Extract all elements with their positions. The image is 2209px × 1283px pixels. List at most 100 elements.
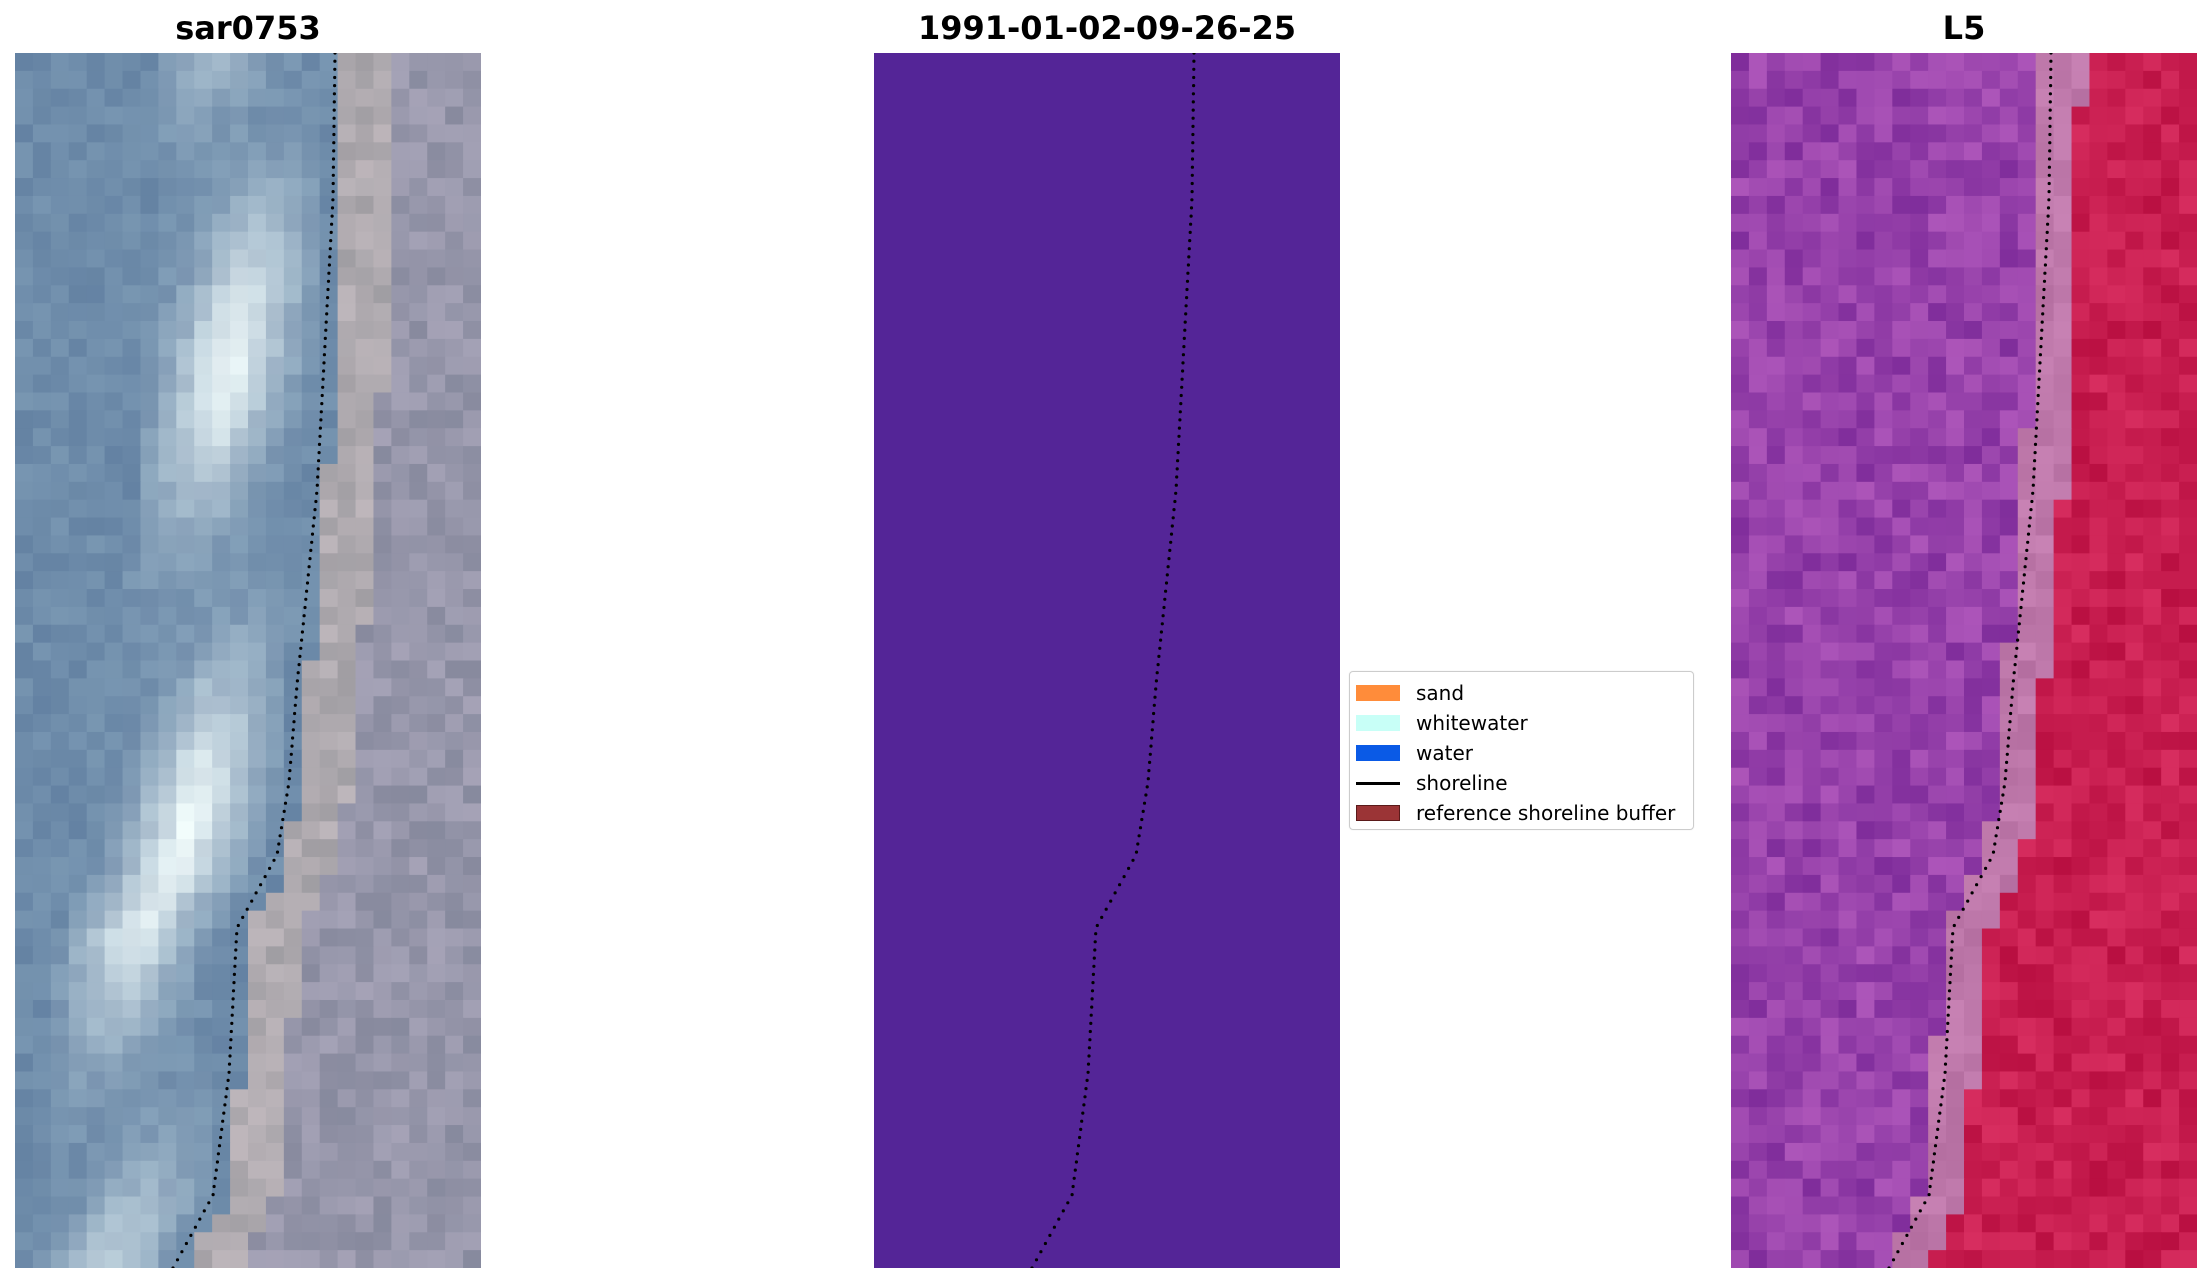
image-pixel bbox=[1874, 821, 1893, 840]
image-pixel bbox=[15, 1250, 34, 1268]
image-pixel bbox=[355, 857, 375, 876]
image-pixel bbox=[1856, 553, 1875, 572]
image-pixel bbox=[355, 571, 375, 590]
image-pixel bbox=[283, 142, 303, 161]
image-pixel bbox=[427, 553, 446, 572]
image-pixel bbox=[391, 982, 410, 1001]
image-pixel bbox=[1731, 392, 1750, 411]
image-pixel bbox=[301, 714, 321, 733]
image-pixel bbox=[1874, 1035, 1893, 1055]
image-pixel bbox=[2125, 767, 2144, 787]
image-pixel bbox=[1856, 124, 1875, 143]
image-pixel bbox=[2107, 535, 2126, 554]
image-pixel bbox=[158, 1017, 177, 1037]
image-pixel bbox=[1999, 53, 2019, 72]
image-pixel bbox=[2017, 1017, 2037, 1037]
image-pixel bbox=[1946, 928, 1965, 947]
image-pixel bbox=[355, 1196, 375, 1215]
image-pixel bbox=[1999, 946, 2019, 965]
image-pixel bbox=[2053, 1053, 2073, 1073]
image-pixel bbox=[140, 1232, 159, 1251]
image-pixel bbox=[176, 267, 195, 286]
image-pixel bbox=[2089, 678, 2108, 697]
image-pixel bbox=[230, 910, 249, 930]
image-pixel bbox=[409, 1232, 428, 1251]
image-pixel bbox=[2125, 1089, 2144, 1108]
shoreline-point bbox=[2007, 736, 2011, 740]
image-pixel bbox=[391, 356, 410, 376]
image-pixel bbox=[158, 606, 177, 626]
image-pixel bbox=[248, 696, 267, 715]
image-pixel bbox=[1802, 1071, 1822, 1090]
image-pixel bbox=[1856, 53, 1875, 72]
image-pixel bbox=[50, 106, 70, 126]
image-pixel bbox=[283, 392, 303, 411]
image-pixel bbox=[1946, 821, 1965, 840]
image-pixel bbox=[1964, 374, 1983, 394]
image-pixel bbox=[463, 821, 481, 840]
image-pixel bbox=[1928, 999, 1947, 1019]
image-pixel bbox=[15, 892, 34, 912]
image-pixel bbox=[391, 428, 410, 447]
image-pixel bbox=[1910, 213, 1929, 233]
image-pixel bbox=[391, 374, 410, 394]
image-pixel bbox=[1856, 1142, 1875, 1162]
shoreline-point bbox=[1191, 92, 1195, 96]
image-pixel bbox=[140, 1089, 159, 1108]
image-pixel bbox=[409, 1214, 428, 1233]
image-pixel bbox=[427, 213, 446, 233]
legend-label: shoreline bbox=[1416, 771, 1508, 795]
image-pixel bbox=[1820, 749, 1840, 769]
image-pixel bbox=[158, 142, 177, 161]
image-pixel bbox=[1731, 606, 1750, 626]
image-pixel bbox=[301, 1053, 321, 1073]
image-pixel bbox=[2035, 410, 2055, 429]
image-pixel bbox=[1838, 1178, 1858, 1198]
image-pixel bbox=[1874, 392, 1893, 411]
image-pixel bbox=[1874, 892, 1893, 912]
image-pixel bbox=[50, 982, 70, 1001]
shoreline-point bbox=[2040, 328, 2044, 332]
image-pixel bbox=[445, 303, 464, 322]
image-pixel bbox=[230, 535, 249, 554]
image-pixel bbox=[1838, 624, 1858, 644]
image-pixel bbox=[409, 696, 428, 715]
image-pixel bbox=[265, 1071, 285, 1090]
image-pixel bbox=[140, 624, 159, 644]
image-pixel bbox=[427, 731, 446, 751]
image-pixel bbox=[15, 428, 34, 447]
image-pixel bbox=[337, 785, 357, 805]
image-pixel bbox=[2017, 982, 2037, 1001]
shoreline-point bbox=[1034, 1258, 1039, 1262]
image-pixel bbox=[15, 178, 34, 197]
shoreline-point bbox=[1950, 940, 1954, 944]
image-pixel bbox=[1946, 982, 1965, 1001]
image-pixel bbox=[445, 178, 464, 197]
shoreline-point bbox=[2046, 222, 2050, 226]
image-pixel bbox=[1766, 356, 1786, 376]
image-pixel bbox=[2161, 392, 2180, 411]
shoreline-point bbox=[2021, 589, 2025, 593]
image-pixel bbox=[140, 571, 159, 590]
image-pixel bbox=[15, 553, 34, 572]
image-pixel bbox=[2035, 535, 2055, 554]
image-pixel bbox=[409, 70, 428, 90]
image-pixel bbox=[50, 767, 70, 787]
image-pixel bbox=[1892, 624, 1911, 644]
image-pixel bbox=[1784, 1232, 1804, 1251]
image-pixel bbox=[2125, 1017, 2144, 1037]
image-pixel bbox=[2125, 660, 2144, 679]
image-pixel bbox=[1856, 1178, 1875, 1198]
image-pixel bbox=[15, 874, 34, 894]
image-pixel bbox=[1731, 88, 1750, 108]
image-pixel bbox=[1856, 606, 1875, 626]
image-pixel bbox=[1928, 624, 1947, 644]
image-pixel bbox=[248, 839, 267, 858]
shoreline-point bbox=[1136, 842, 1140, 846]
image-pixel bbox=[1784, 821, 1804, 840]
image-pixel bbox=[2035, 553, 2055, 572]
image-pixel bbox=[373, 606, 392, 626]
image-pixel bbox=[1838, 1196, 1858, 1215]
image-pixel bbox=[104, 785, 124, 805]
image-pixel bbox=[409, 1125, 428, 1144]
